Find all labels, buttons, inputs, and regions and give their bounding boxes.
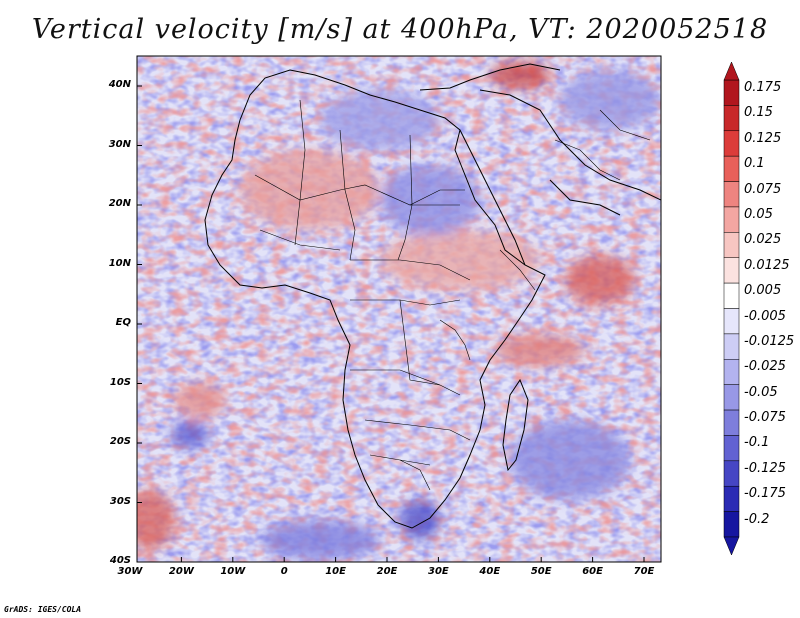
lat-label: EQ [115, 317, 131, 328]
colorbar-swatch [723, 485, 740, 512]
colorbar-swatch [723, 333, 740, 360]
lat-label: 30S [109, 495, 131, 507]
lat-label: 10N [108, 257, 131, 269]
colorbar-value-label: 0.025 [744, 232, 782, 248]
lon-label: 0 [280, 566, 288, 577]
lon-label: 30E [428, 566, 449, 577]
vertical-velocity-field [137, 56, 661, 562]
colorbar-value-label: -0.1 [744, 435, 770, 451]
colorbar-swatch [723, 308, 740, 335]
colorbar-swatch [723, 257, 740, 284]
colorbar-swatch [723, 232, 740, 258]
colorbar-value-label: -0.025 [744, 359, 786, 375]
lon-label: 20W [168, 566, 194, 577]
lon-label: 70E [633, 566, 655, 577]
lon-label: 50E [530, 566, 552, 577]
colorbar-swatch [723, 460, 740, 487]
colorbar [723, 61, 740, 556]
map-frame [136, 55, 662, 563]
lon-label: 60E [582, 566, 603, 577]
lat-label: 10S [109, 376, 131, 388]
colorbar-value-label: 0.125 [744, 130, 782, 146]
colorbar-swatch [723, 181, 740, 208]
colorbar-swatch [723, 282, 740, 309]
colorbar-swatch [723, 79, 740, 106]
colorbar-value-label: -0.005 [744, 308, 786, 324]
lon-label: 10E [325, 566, 346, 577]
lon-label: 30W [117, 566, 143, 577]
lon-label: 40E [479, 566, 501, 577]
lat-label: 20N [108, 198, 131, 209]
axis-ticks [137, 85, 645, 563]
colorbar-swatch [723, 409, 740, 436]
colorbar-value-label: -0.075 [744, 410, 786, 426]
colorbar-swatch [723, 435, 740, 462]
colorbar-value-label: -0.0125 [744, 333, 795, 349]
colorbar-swatch [723, 384, 740, 411]
lon-label: 10W [220, 566, 246, 577]
lat-label: 40N [108, 79, 131, 90]
colorbar-value-label: 0.005 [744, 283, 782, 299]
colorbar-value-label: 0.15 [744, 105, 773, 121]
colorbar-value-label: -0.05 [744, 384, 778, 400]
grads-credit: GrADS: IGES/COLA [4, 605, 82, 614]
colorbar-value-label: -0.2 [744, 511, 770, 527]
colorbar-swatch [723, 359, 740, 385]
colorbar-swatch [723, 105, 740, 132]
colorbar-swatch [723, 511, 740, 538]
country-borders [254, 99, 651, 491]
colorbar-value-label: 0.1 [744, 156, 765, 172]
colorbar-swatch [723, 155, 740, 182]
lat-label: 20S [109, 436, 131, 447]
colorbar-swatch [723, 130, 740, 157]
colorbar-min-arrow [723, 536, 740, 556]
colorbar-value-label: -0.175 [744, 486, 786, 502]
lat-label: 30N [108, 138, 131, 150]
colorbar-swatch [723, 206, 740, 233]
colorbar-value-label: 0.0125 [744, 257, 790, 273]
map-title: Vertical velocity [m/s] at 400hPa, VT: 2… [31, 14, 769, 45]
colorbar-value-label: 0.075 [744, 181, 782, 197]
lon-label: 20E [376, 566, 398, 577]
colorbar-value-label: 0.175 [744, 80, 782, 95]
colorbar-max-arrow [723, 61, 740, 81]
colorbar-value-label: -0.125 [744, 460, 786, 476]
coastlines [204, 63, 661, 529]
colorbar-value-label: 0.05 [744, 206, 773, 222]
lat-label: 40S [109, 555, 131, 566]
